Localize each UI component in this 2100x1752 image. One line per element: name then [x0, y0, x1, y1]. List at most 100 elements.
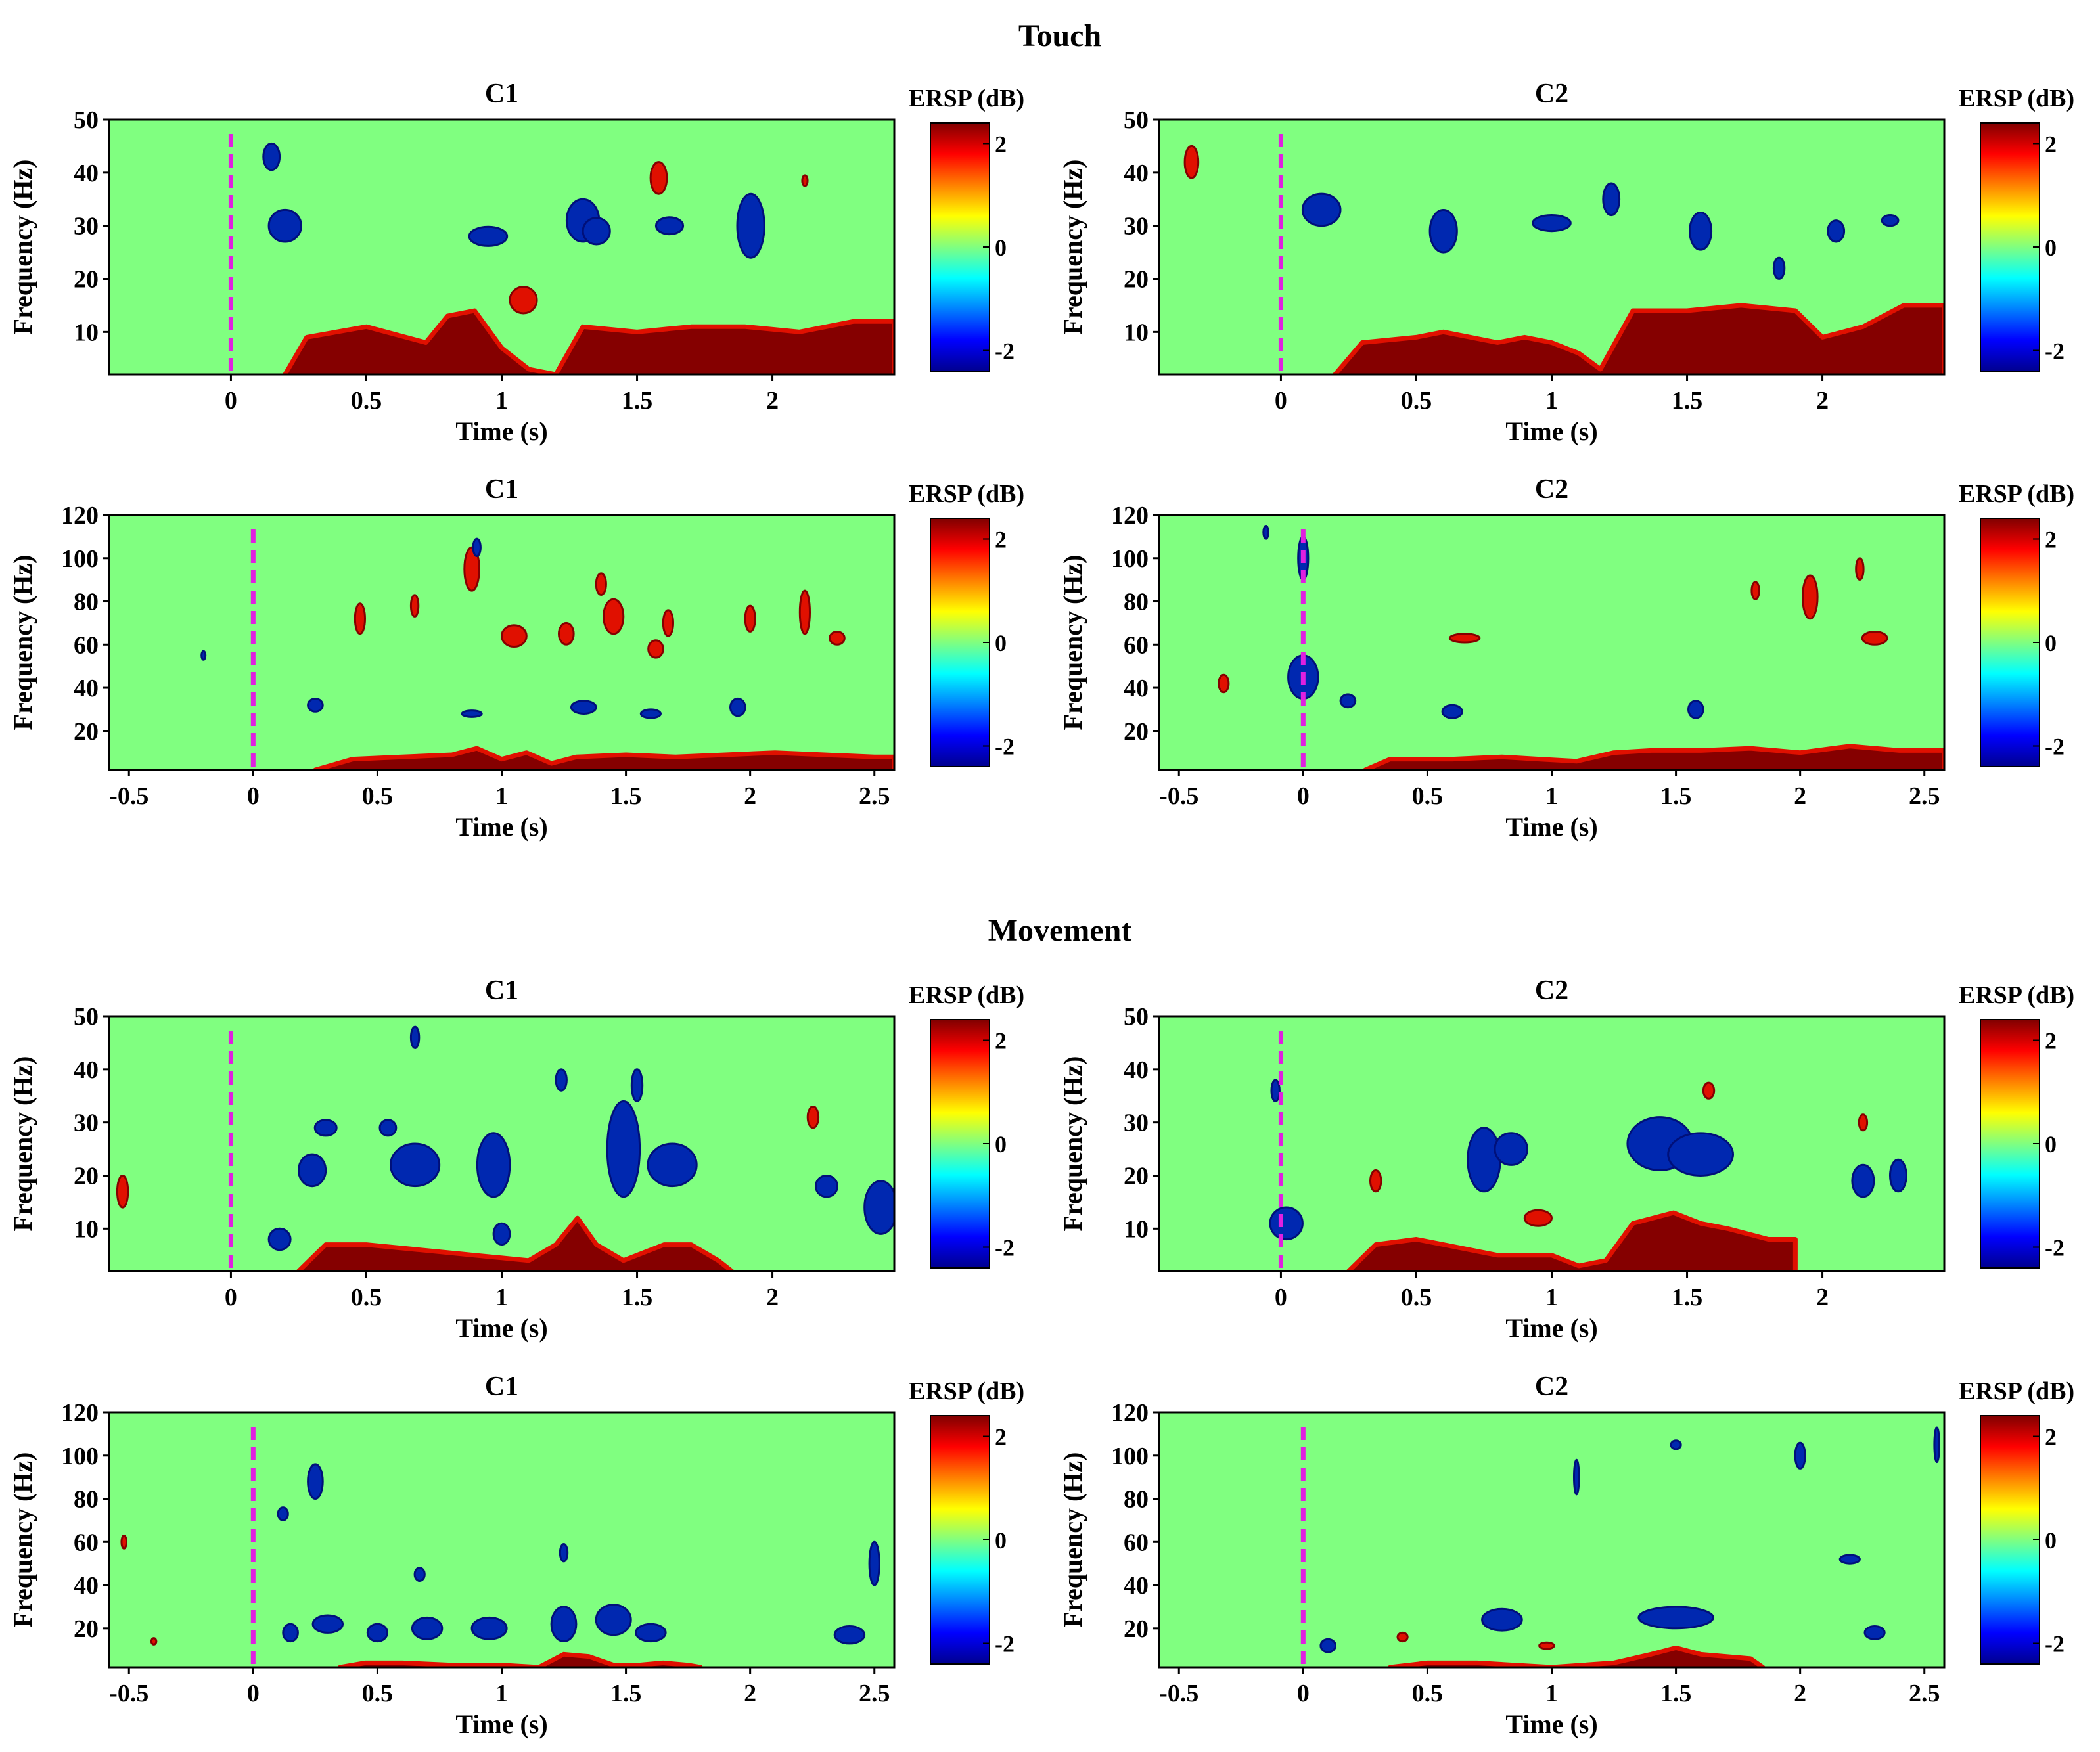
blue-cluster: [1889, 1158, 1907, 1193]
blue-cluster: [863, 1180, 894, 1235]
colorbar: [1980, 1019, 2040, 1269]
y-tick-label: 60: [74, 1529, 99, 1556]
y-tick-label: 120: [1111, 502, 1149, 529]
blue-cluster: [1637, 1606, 1714, 1630]
colorbar: [930, 122, 990, 372]
colorbar-tick-label: -2: [2045, 734, 2065, 760]
blue-cluster: [582, 217, 611, 246]
y-tick-label: 30: [1124, 1110, 1149, 1137]
heatmap-content: [116, 1025, 894, 1271]
red-band-region: [313, 746, 894, 770]
x-tick-label: 0.5: [1401, 1284, 1432, 1311]
red-cluster: [603, 598, 625, 635]
panel-title: C1: [485, 474, 518, 505]
y-tick-label: 60: [1124, 631, 1149, 659]
y-tick-label: 100: [1111, 1443, 1149, 1470]
blue-cluster: [413, 1567, 426, 1583]
panel-title: C1: [485, 79, 518, 109]
y-tick-label: 80: [1124, 1486, 1149, 1514]
blue-cluster: [1573, 1458, 1580, 1496]
y-tick-label: 20: [1124, 718, 1149, 746]
y-tick-label: 50: [1124, 106, 1149, 134]
x-axis-label: Time (s): [455, 416, 547, 446]
blue-cluster: [461, 709, 483, 718]
blue-cluster: [1494, 1132, 1528, 1166]
y-tick-label: 20: [74, 718, 99, 746]
colorbar: [1980, 518, 2040, 767]
red-cluster: [116, 1175, 129, 1209]
red-cluster: [1396, 1631, 1409, 1643]
blue-cluster: [639, 708, 662, 719]
colorbar-tick-label: 0: [2045, 1131, 2057, 1157]
x-tick-label: 1.5: [610, 1680, 642, 1707]
y-tick-label: 30: [1124, 213, 1149, 240]
blue-cluster: [815, 1175, 838, 1198]
colorbar-tick-label: -2: [2045, 1631, 2065, 1657]
blue-cluster: [736, 192, 765, 259]
blue-cluster: [492, 1222, 511, 1246]
x-tick-label: 1.5: [1660, 782, 1692, 810]
blue-cluster: [277, 1506, 289, 1521]
blue-cluster: [550, 1606, 578, 1642]
section-title-movement: Movement: [988, 913, 1132, 948]
x-tick-label: 0: [1297, 1680, 1310, 1707]
heatmap-content: [1269, 1079, 1907, 1271]
red-cluster: [801, 174, 809, 187]
y-tick-label: 120: [61, 1399, 99, 1427]
blue-cluster: [311, 1614, 344, 1634]
colorbar-tick-label: 2: [2045, 131, 2057, 158]
colorbar-label: ERSP (dB): [1959, 480, 2074, 508]
y-tick-label: 100: [61, 545, 99, 573]
blue-cluster: [1933, 1426, 1940, 1464]
y-axis-label: Frequency (Hz): [1058, 1452, 1087, 1628]
y-tick-label: 40: [1124, 1056, 1149, 1084]
red-band-region: [1333, 303, 1944, 374]
heatmap-content: [262, 142, 894, 374]
colorbar: [930, 1415, 990, 1665]
blue-cluster: [1851, 1163, 1875, 1198]
red-cluster: [354, 602, 367, 635]
blue-cluster: [1667, 1132, 1735, 1177]
blue-cluster: [390, 1142, 441, 1188]
red-cluster: [1802, 574, 1819, 620]
x-tick-label: 2: [744, 1680, 756, 1707]
x-tick-label: 0: [1297, 782, 1310, 810]
blue-cluster: [1319, 1638, 1336, 1653]
x-tick-label: 2: [1816, 387, 1829, 415]
blue-cluster: [1467, 1127, 1501, 1193]
red-cluster: [649, 161, 668, 195]
blue-cluster: [570, 700, 597, 715]
red-cluster: [798, 589, 811, 635]
colorbar: [930, 1019, 990, 1269]
blue-cluster: [1262, 524, 1269, 540]
colorbar-tick-label: 2: [2045, 1028, 2057, 1054]
blue-cluster: [555, 1068, 568, 1092]
blue-cluster: [1838, 1554, 1861, 1565]
red-cluster: [1855, 557, 1865, 581]
y-tick-label: 40: [74, 160, 99, 187]
y-axis-label: Frequency (Hz): [1058, 555, 1087, 730]
red-cluster: [829, 631, 846, 646]
colorbar-tick-label: 2: [995, 1028, 1007, 1054]
colorbar: [1980, 122, 2040, 372]
blue-cluster: [1301, 192, 1342, 227]
x-tick-label: 1: [1545, 387, 1558, 415]
blue-cluster: [1772, 256, 1786, 280]
blue-cluster: [476, 1132, 511, 1198]
blue-cluster: [262, 142, 281, 171]
y-tick-label: 50: [1124, 1003, 1149, 1031]
panel-title: C1: [485, 976, 518, 1006]
y-tick-label: 100: [61, 1443, 99, 1470]
heatmap-content: [120, 1463, 880, 1667]
x-tick-label: 0: [225, 387, 237, 415]
y-axis-label: Frequency (Hz): [8, 1056, 37, 1232]
red-cluster: [744, 604, 756, 633]
x-tick-label: 2: [766, 387, 779, 415]
y-tick-label: 40: [1124, 160, 1149, 187]
blue-cluster: [654, 216, 685, 236]
red-cluster: [1523, 1209, 1553, 1227]
x-tick-label: 1.5: [1672, 1284, 1703, 1311]
